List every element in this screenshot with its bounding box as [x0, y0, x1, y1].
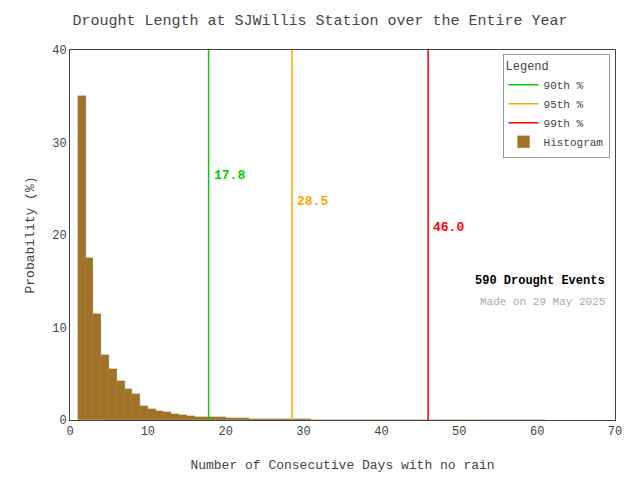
svg-text:0: 0 — [59, 414, 66, 428]
svg-text:Drought Length at SJWillis Sta: Drought Length at SJWillis Station over … — [72, 13, 567, 30]
svg-text:95th %: 95th % — [544, 99, 584, 111]
svg-text:590 Drought Events: 590 Drought Events — [475, 274, 605, 288]
svg-text:70: 70 — [608, 425, 622, 439]
svg-text:20: 20 — [52, 229, 66, 243]
svg-text:17.8: 17.8 — [214, 168, 245, 183]
svg-text:Probability (%): Probability (%) — [23, 176, 38, 293]
svg-text:30: 30 — [52, 137, 66, 151]
svg-text:46.0: 46.0 — [433, 220, 464, 235]
svg-text:10: 10 — [52, 322, 66, 336]
svg-text:Made on 29 May 2025: Made on 29 May 2025 — [480, 296, 605, 308]
svg-text:Legend: Legend — [506, 60, 549, 74]
svg-text:60: 60 — [530, 425, 544, 439]
svg-text:30: 30 — [296, 425, 310, 439]
svg-text:Number of Consecutive Days wit: Number of Consecutive Days with no rain — [190, 458, 494, 473]
svg-text:50: 50 — [452, 425, 466, 439]
svg-text:0: 0 — [66, 425, 73, 439]
svg-text:40: 40 — [52, 44, 66, 58]
svg-text:20: 20 — [219, 425, 233, 439]
svg-text:28.5: 28.5 — [297, 194, 328, 209]
svg-text:99th %: 99th % — [544, 118, 584, 130]
svg-text:10: 10 — [141, 425, 155, 439]
svg-text:Histogram: Histogram — [544, 137, 604, 149]
svg-text:90th %: 90th % — [544, 80, 584, 92]
svg-text:40: 40 — [374, 425, 388, 439]
